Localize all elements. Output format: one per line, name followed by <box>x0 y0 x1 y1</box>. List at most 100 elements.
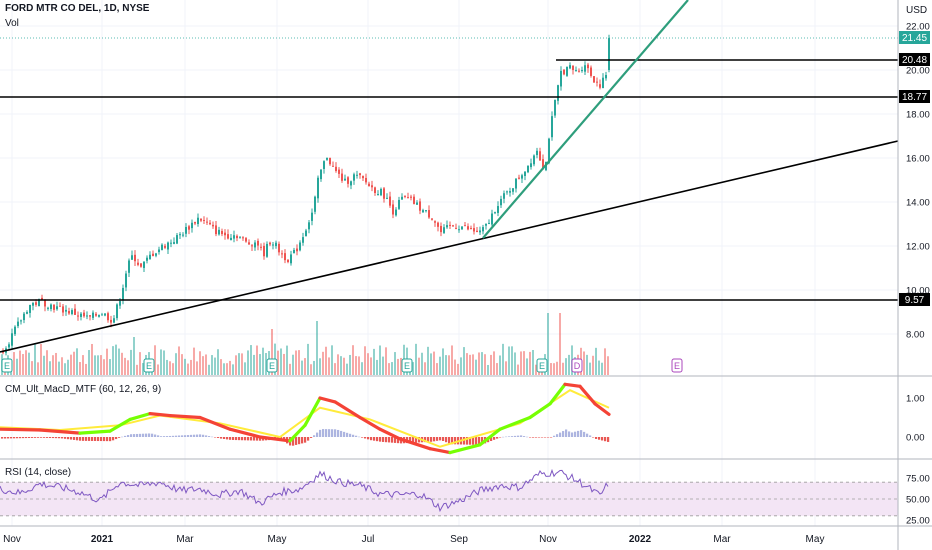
volume-bar <box>82 355 84 375</box>
macd-histogram-bar <box>355 435 358 437</box>
earnings-marker-label: E <box>404 361 410 371</box>
volume-bar <box>451 345 453 375</box>
volume-bar <box>547 313 549 375</box>
volume-bar <box>76 348 78 375</box>
macd-histogram-bar <box>337 429 340 437</box>
macd-histogram-bar <box>82 437 85 441</box>
candle-body <box>581 70 583 72</box>
macd-histogram-bar <box>250 437 253 441</box>
candle-body <box>74 308 76 315</box>
macd-histogram-bar <box>514 435 517 437</box>
candle-body <box>371 185 373 188</box>
macd-histogram-bar <box>97 437 100 442</box>
candle-body <box>587 64 589 69</box>
volume-bar <box>262 347 264 375</box>
candle-body <box>143 261 145 268</box>
macd-histogram-bar <box>13 437 16 439</box>
macd-histogram-bar <box>247 437 250 441</box>
macd-histogram-bar <box>583 431 586 437</box>
volume-bar <box>445 355 447 375</box>
candle-body <box>278 243 280 253</box>
volume-bar <box>115 344 117 375</box>
time-axis[interactable]: Nov 2021 Mar May Jul Sep Nov 2022 Mar May <box>3 534 824 545</box>
macd-histogram-bar <box>520 435 523 437</box>
volume-bar <box>598 360 600 375</box>
macd-histogram-bar <box>196 434 199 437</box>
candle-body <box>113 318 115 323</box>
volume-bar <box>253 354 255 375</box>
candle-body <box>494 212 496 214</box>
earnings-marker-label: E <box>4 361 10 371</box>
price-tick-label: 20.00 <box>906 66 930 77</box>
candle-body <box>89 315 91 317</box>
price-tick-label: 22.00 <box>906 22 930 33</box>
macd-histogram-bar <box>154 434 157 437</box>
candle-body <box>518 177 520 179</box>
volume-bar <box>226 363 228 375</box>
candle-body <box>17 321 19 327</box>
badge-base-text: 9.57 <box>905 295 925 306</box>
time-tick-label: Nov <box>3 534 21 545</box>
volume-bar <box>337 354 339 375</box>
candle-body <box>437 222 439 227</box>
macd-histogram-bar <box>106 437 109 442</box>
macd-histogram-bar <box>472 437 475 445</box>
macd-histogram-bar <box>379 437 382 442</box>
volume-bar <box>16 358 18 375</box>
candle-body <box>596 81 598 83</box>
candle-body <box>416 202 418 205</box>
price-axis[interactable]: 22.00 20.00 18.00 16.00 14.00 12.00 10.00 8.00 1… <box>906 22 930 527</box>
candle-body <box>431 218 433 220</box>
macd-histogram-bar <box>112 437 115 441</box>
candle-body <box>110 319 112 323</box>
macd-histogram-bar <box>217 437 220 438</box>
macd-histogram-bar <box>157 435 160 437</box>
macd-histogram-bar <box>577 430 580 437</box>
macd-histogram-bar <box>88 437 91 441</box>
candle-body <box>158 249 160 253</box>
volume-bar <box>475 359 477 375</box>
badge-resistance-text: 20.48 <box>902 55 927 66</box>
candle-body <box>593 76 595 83</box>
volume-bar <box>343 357 345 375</box>
candle-body <box>374 187 376 194</box>
volume-bar <box>418 357 420 375</box>
candle-body <box>245 238 247 242</box>
candle-body <box>461 226 463 230</box>
earnings-marker-label: E <box>539 361 545 371</box>
macd-histogram-bar <box>508 436 511 437</box>
volume-bar <box>307 343 309 375</box>
candle-body <box>281 253 283 255</box>
earnings-marker-label: E <box>146 361 152 371</box>
macd-histogram-bar <box>40 437 43 438</box>
volume-bar <box>469 354 471 375</box>
candle-body <box>92 312 94 318</box>
candle-body <box>83 312 85 317</box>
macd-histogram-bar <box>574 431 577 437</box>
macd-histogram-bar <box>340 430 343 437</box>
macd-tick-label: 0.00 <box>906 433 925 444</box>
macd-histogram-bar <box>553 435 556 437</box>
volume-bar <box>124 357 126 375</box>
volume-bar <box>400 357 402 375</box>
candle-body <box>41 297 43 300</box>
macd-histogram-bar <box>331 429 334 437</box>
time-tick-label: 2022 <box>629 534 652 545</box>
macd-line-segment <box>258 435 292 443</box>
time-tick-label: Sep <box>450 534 468 545</box>
candle-body <box>377 194 379 196</box>
volume-bar <box>223 363 225 375</box>
macd-histogram-bar <box>445 437 448 443</box>
price-tick-label: 10.00 <box>906 286 930 297</box>
candle-body <box>338 169 340 174</box>
trend-lines <box>0 0 899 353</box>
volume-bar <box>607 356 609 375</box>
volume-bar <box>289 363 291 375</box>
volume-bar <box>34 344 36 375</box>
macd-histogram-bar <box>505 436 508 438</box>
macd-histogram-bar <box>223 437 226 439</box>
macd-histogram-bar <box>448 437 451 444</box>
badge-last <box>899 31 930 44</box>
candle-body <box>347 177 349 184</box>
